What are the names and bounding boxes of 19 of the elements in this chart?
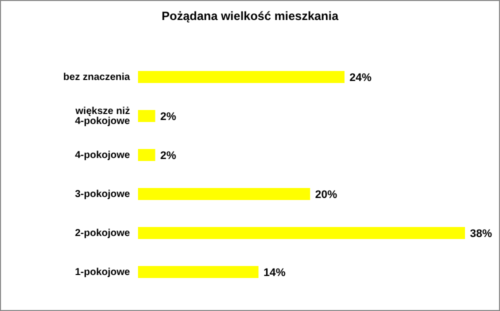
bar [138,110,156,122]
y-tick-label: 3-pokojowe [74,189,130,200]
data-label: 20% [315,188,338,201]
bar [138,71,345,83]
bar [138,266,258,278]
data-label: 2% [160,110,176,123]
y-tick-label: 2-pokojowe [74,228,130,240]
y-tick-label: większe niż 4-pokojowe [74,106,130,128]
y-tick-label: bez znaczenia [63,72,130,84]
data-label: 2% [160,150,176,162]
chart-title: Pożądana wielkość mieszkania [160,9,340,23]
y-tick-label: 1-pokojowe [74,267,130,278]
bar [138,227,465,239]
y-tick-label: 4-pokojowe [74,150,130,162]
bar [138,188,310,200]
bar [138,149,156,161]
data-label: 14% [263,266,286,279]
data-label: 38% [470,228,492,240]
data-label: 24% [350,72,372,84]
